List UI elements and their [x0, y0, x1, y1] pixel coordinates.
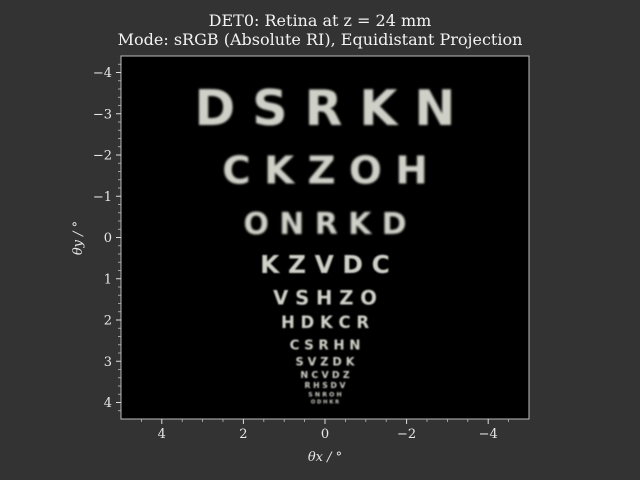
- y-tick-label: −3: [93, 107, 112, 122]
- eye-chart-row: D S R K N: [195, 80, 456, 137]
- eye-chart-row: K Z V D C: [260, 250, 390, 279]
- y-tick-label: 2: [104, 314, 112, 329]
- y-tick-label: 0: [104, 231, 112, 246]
- peripheral-marks: [138, 63, 526, 402]
- x-tick-label: 0: [321, 427, 329, 442]
- eye-chart-row: H D K C R: [281, 313, 369, 332]
- eye-chart-row: N C V D Z: [300, 370, 349, 381]
- y-tick-label: 3: [104, 355, 112, 370]
- y-tick-label: −2: [93, 149, 112, 164]
- eye-chart-row: V S H Z O: [273, 286, 377, 309]
- eye-chart-row: R H S D V: [305, 381, 346, 390]
- eye-chart-row: O D H K R: [311, 400, 339, 406]
- eye-chart-row: C K Z O H: [222, 148, 428, 193]
- x-axis-ticks: 4 2 0 −2 −4: [140, 419, 510, 442]
- eye-chart-row: S V Z D K: [296, 355, 356, 368]
- y-axis-ticks: −4 −3 −2 −1 0 1 2 3 4: [93, 63, 121, 412]
- y-tick-label: 1: [104, 272, 112, 287]
- eye-chart-letters: D S R K N C K Z O H O N R K D K Z V D C V S …: [195, 80, 456, 405]
- y-tick-label: −1: [93, 190, 112, 205]
- x-tick-label: 4: [158, 427, 166, 442]
- x-tick-label: −4: [479, 427, 498, 442]
- eye-chart-row: O N R K D: [243, 207, 406, 242]
- title-line-2: Mode: sRGB (Absolute RI), Equidistant Pr…: [117, 30, 523, 49]
- x-axis-label: θx / °: [308, 450, 342, 465]
- y-axis-label: θy / °: [71, 221, 86, 255]
- eye-chart-row: S N R O H: [308, 391, 341, 398]
- x-tick-label: −2: [397, 427, 416, 442]
- eye-chart-row: C S R H N: [290, 339, 361, 354]
- y-tick-label: −4: [93, 66, 112, 81]
- plot-background: [121, 56, 529, 419]
- y-tick-label: 4: [104, 396, 112, 411]
- title-line-1: DET0: Retina at z = 24 mm: [208, 11, 432, 30]
- x-tick-label: 2: [239, 427, 247, 442]
